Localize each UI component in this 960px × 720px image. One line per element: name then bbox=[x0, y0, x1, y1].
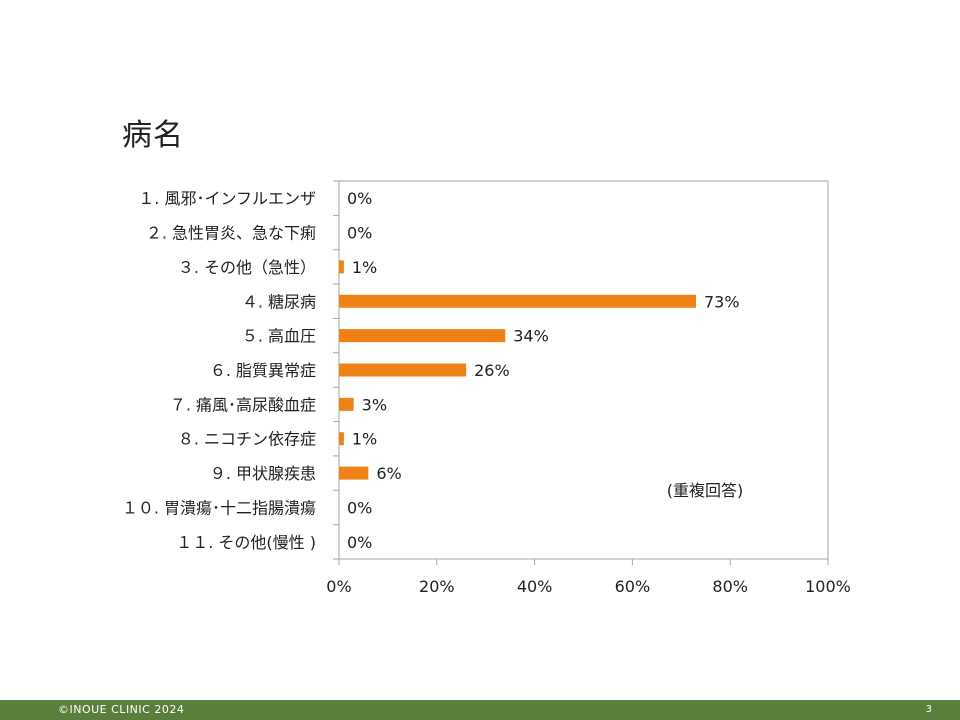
x-tick-label-100: 100% bbox=[805, 577, 851, 596]
value-labels: 0%0%1%73%34%26%3%1%6%0%0% bbox=[347, 189, 740, 552]
value-label-2: 0% bbox=[347, 224, 372, 243]
value-label-1: 0% bbox=[347, 189, 372, 208]
footer-copyright: ©INOUE CLINIC 2024 bbox=[58, 703, 185, 716]
category-label-3: ３. その他（急性） bbox=[178, 258, 316, 277]
value-label-3: 1% bbox=[352, 258, 377, 277]
bars bbox=[339, 260, 696, 480]
x-tick-label-20: 20% bbox=[419, 577, 455, 596]
value-label-8: 1% bbox=[352, 430, 377, 449]
category-label-7: ７. 痛風･高尿酸血症 bbox=[170, 395, 316, 414]
bar-9 bbox=[339, 466, 369, 480]
bar-5 bbox=[339, 329, 506, 343]
category-label-1: １. 風邪･インフルエンザ bbox=[138, 189, 316, 208]
bar-3 bbox=[339, 260, 344, 274]
footer-bar: ©INOUE CLINIC 2024 3 bbox=[0, 700, 960, 720]
value-label-7: 3% bbox=[362, 395, 387, 414]
category-label-8: ８. ニコチン依存症 bbox=[178, 430, 316, 449]
value-label-4: 73% bbox=[704, 292, 740, 311]
category-label-11: １１. その他(慢性 ) bbox=[176, 533, 316, 552]
category-label-10: １０. 胃潰瘍･十二指腸潰瘍 bbox=[122, 498, 316, 517]
value-label-10: 0% bbox=[347, 498, 372, 517]
bar-8 bbox=[339, 432, 344, 446]
x-tick-labels: 0% 20% 40% 60% 80% 100% bbox=[326, 577, 851, 596]
x-tick-label-60: 60% bbox=[615, 577, 651, 596]
value-label-5: 34% bbox=[513, 327, 549, 346]
x-tick-label-80: 80% bbox=[712, 577, 748, 596]
category-label-5: ５. 高血圧 bbox=[242, 327, 316, 346]
bar-6 bbox=[339, 363, 467, 377]
x-tick-label-40: 40% bbox=[517, 577, 553, 596]
category-label-2: ２. 急性胃炎、急な下痢 bbox=[146, 224, 316, 243]
x-tick-label-0: 0% bbox=[326, 577, 351, 596]
value-label-6: 26% bbox=[474, 361, 510, 380]
value-label-11: 0% bbox=[347, 533, 372, 552]
bar-chart: １. 風邪･インフルエンザ ２. 急性胃炎、急な下痢 ３. その他（急性） ４. 糖尿… bbox=[122, 180, 851, 596]
bar-4 bbox=[339, 294, 696, 308]
bar-7 bbox=[339, 397, 354, 411]
category-labels: １. 風邪･インフルエンザ ２. 急性胃炎、急な下痢 ３. その他（急性） ４. 糖尿… bbox=[122, 189, 316, 552]
value-label-9: 6% bbox=[376, 464, 401, 483]
page-number: 3 bbox=[925, 704, 932, 715]
category-label-4: ４. 糖尿病 bbox=[242, 292, 316, 311]
category-label-9: ９. 甲状腺疾患 bbox=[210, 464, 316, 483]
chart-annotation: (重複回答) bbox=[667, 481, 744, 500]
slide-title: 病名 bbox=[122, 118, 184, 153]
category-label-6: ６. 脂質異常症 bbox=[210, 361, 316, 380]
